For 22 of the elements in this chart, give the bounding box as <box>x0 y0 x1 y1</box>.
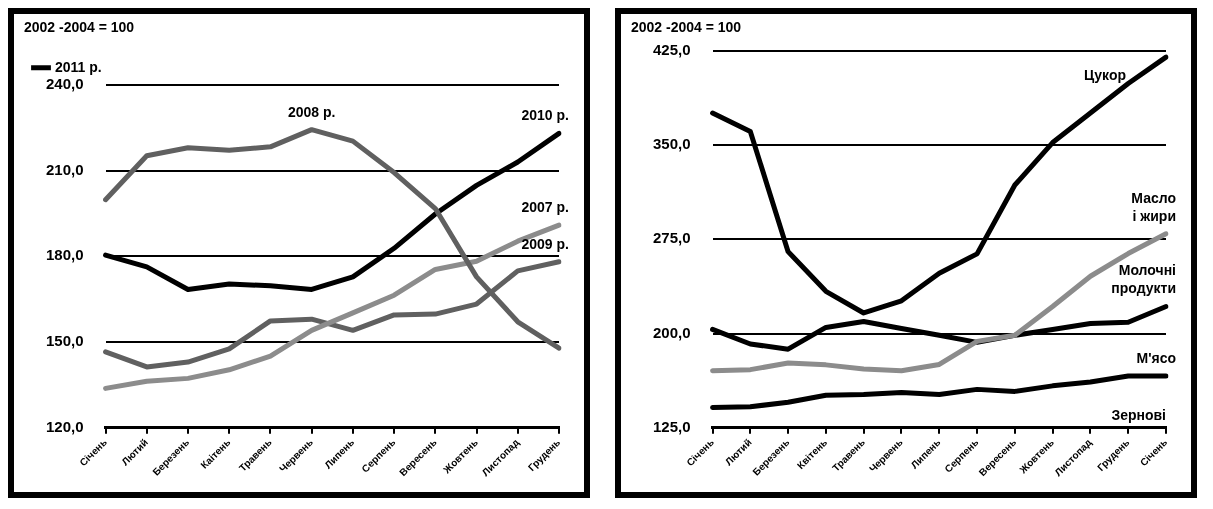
chart-title: 2002 -2004 = 100 <box>24 19 135 36</box>
y-tick-label: 425,0 <box>652 40 691 58</box>
series-label: 2008 р. <box>287 103 336 120</box>
y-tick-label: 125,0 <box>652 417 691 435</box>
series-label: Молочні продукти <box>1111 262 1176 297</box>
y-tick-label: 180,0 <box>45 246 84 264</box>
legend-label: 2011 р. <box>55 58 102 75</box>
chart-title: 2002 -2004 = 100 <box>631 19 742 36</box>
y-tick-label: 120,0 <box>45 417 84 435</box>
series-label: Цукор <box>1084 66 1126 83</box>
y-tick-label: 350,0 <box>652 135 691 153</box>
series-label: 2009 р. <box>521 235 569 252</box>
y-tick-label: 275,0 <box>652 229 691 247</box>
y-tick-label: 150,0 <box>45 332 84 350</box>
series-label: Масло і жири <box>1131 189 1176 224</box>
series-label: 2007 р. <box>521 199 569 216</box>
y-tick-label: 240,0 <box>45 74 84 92</box>
series-label: 2010 р. <box>521 107 569 124</box>
annotation: Зернові <box>1111 406 1166 423</box>
y-tick-label: 200,0 <box>652 323 691 341</box>
series-label: М'ясо <box>1136 349 1176 366</box>
y-tick-label: 210,0 <box>45 160 84 178</box>
